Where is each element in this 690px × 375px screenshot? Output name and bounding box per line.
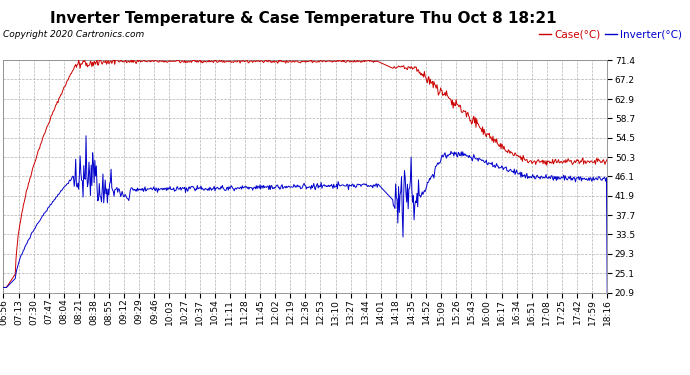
Text: Copyright 2020 Cartronics.com: Copyright 2020 Cartronics.com [3, 30, 145, 39]
Text: Inverter Temperature & Case Temperature Thu Oct 8 18:21: Inverter Temperature & Case Temperature … [50, 11, 557, 26]
Legend: Case(°C), Inverter(°C): Case(°C), Inverter(°C) [535, 26, 687, 44]
